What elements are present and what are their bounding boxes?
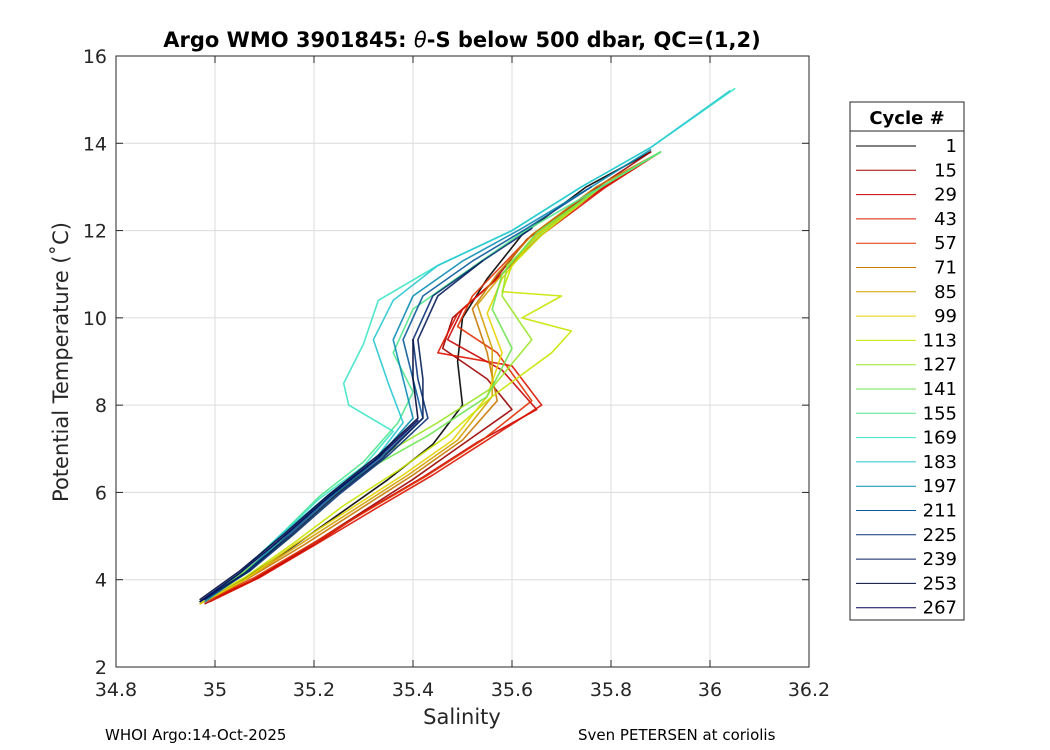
legend-label-253: 253 [923, 573, 957, 594]
x-tick-label: 35.6 [491, 679, 533, 701]
legend-title: Cycle # [869, 108, 944, 129]
footer-right-credit: Sven PETERSEN at coriolis [578, 726, 776, 744]
legend-label-141: 141 [923, 379, 957, 400]
legend-label-225: 225 [923, 525, 957, 546]
x-tick-label: 35 [203, 679, 227, 701]
y-tick-label: 10 [83, 308, 107, 330]
title-suffix: -S below 500 dbar, QC=(1,2) [427, 28, 761, 52]
x-tick-label: 35.8 [590, 679, 632, 701]
legend-label-85: 85 [934, 282, 957, 303]
series-line-15 [204, 186, 593, 601]
x-axis-ticks: 34.8 35 35.2 35.4 35.6 35.8 36 36.2 [95, 56, 830, 701]
chart-title: Argo WMO 3901845: θ-S below 500 dbar, QC… [163, 28, 760, 52]
series-line-19 [199, 419, 419, 603]
x-tick-label: 35.4 [392, 679, 434, 701]
footer-left-credit: WHOI Argo:14-Oct-2025 [105, 726, 286, 744]
legend-label-169: 169 [923, 428, 957, 449]
y-tick-label: 16 [83, 46, 107, 68]
y-tick-label: 12 [83, 221, 107, 243]
legend: Cycle # 1 15 29 43 57 71 85 99 113 127 141 155 169 18… [849, 101, 965, 621]
y-tick-label: 2 [95, 657, 107, 679]
legend-label-211: 211 [923, 501, 957, 522]
series-line-18 [199, 338, 419, 601]
y-tick-label: 6 [95, 482, 107, 504]
series-line-16 [204, 227, 533, 601]
y-tick-label: 4 [95, 570, 107, 592]
series-line-17 [199, 260, 484, 603]
title-theta-symbol: θ [414, 28, 427, 52]
legend-label-127: 127 [923, 355, 957, 376]
legend-label-1: 1 [946, 136, 957, 157]
legend-label-267: 267 [923, 598, 957, 619]
legend-label-239: 239 [923, 549, 957, 570]
legend-label-99: 99 [934, 306, 957, 327]
x-tick-label: 35.2 [293, 679, 335, 701]
title-prefix: Argo WMO 3901845: [163, 28, 414, 52]
legend-box [849, 101, 965, 621]
legend-label-113: 113 [923, 330, 957, 351]
series-line-13 [199, 90, 731, 603]
y-axis-ticks: 2 4 6 8 10 12 14 16 [83, 46, 809, 679]
x-tick-label: 36 [698, 679, 722, 701]
legend-entries: 1 15 29 43 57 71 85 99 113 127 141 155 169 183 197 211 2… [856, 136, 957, 619]
plot-border [115, 55, 810, 668]
legend-label-29: 29 [934, 185, 957, 206]
legend-label-155: 155 [923, 403, 957, 424]
y-axis-label: Potential Temperature (˚C) [49, 222, 73, 502]
legend-label-197: 197 [923, 476, 957, 497]
x-tick-label: 34.8 [95, 679, 137, 701]
legend-label-71: 71 [934, 258, 957, 279]
series-line-8 [199, 151, 662, 603]
x-tick-label: 36.2 [788, 679, 830, 701]
y-tick-label: 8 [95, 395, 107, 417]
x-axis-label: Salinity [423, 705, 501, 729]
legend-label-15: 15 [934, 160, 957, 181]
series-layer [199, 87, 736, 605]
legend-label-43: 43 [934, 209, 957, 230]
legend-label-57: 57 [934, 233, 957, 254]
legend-label-183: 183 [923, 452, 957, 473]
series-line-5 [204, 151, 662, 603]
y-tick-label: 14 [83, 133, 107, 155]
